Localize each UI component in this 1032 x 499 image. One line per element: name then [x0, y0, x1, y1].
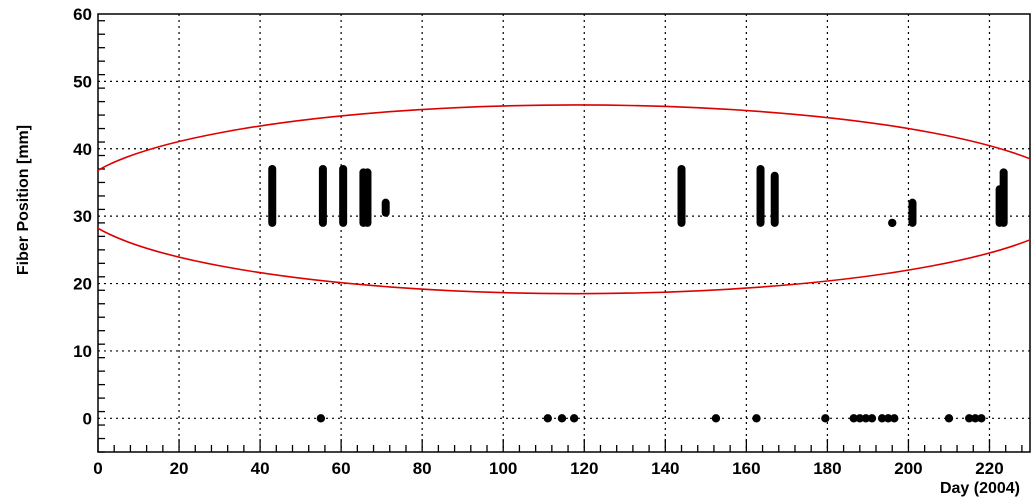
- data-point: [849, 414, 858, 423]
- data-point: [883, 414, 893, 423]
- annotation-ellipse: [98, 104, 1030, 295]
- x-tick-label: 120: [570, 459, 598, 478]
- data-point: [316, 414, 326, 423]
- plot-frame: [97, 13, 1031, 453]
- grid: [98, 14, 1030, 452]
- x-tick-label: 100: [489, 459, 517, 478]
- data-points: [268, 164, 1008, 423]
- annotation-layer: [98, 104, 1030, 295]
- y-tick-label: 50: [73, 72, 92, 91]
- x-tick-label: 40: [251, 459, 270, 478]
- y-tick-label: 0: [83, 409, 92, 428]
- data-point: [867, 414, 877, 423]
- y-tick-label: 60: [73, 5, 92, 24]
- x-tick-label: 220: [975, 459, 1003, 478]
- x-tick-label: 20: [170, 459, 189, 478]
- data-point: [944, 414, 954, 423]
- data-point: [890, 414, 899, 423]
- x-tick-label: 60: [332, 459, 351, 478]
- y-tick-label: 20: [73, 275, 92, 294]
- x-tick-label: 0: [93, 459, 102, 478]
- axes: [97, 13, 1031, 453]
- data-point: [752, 414, 761, 423]
- y-tick-label: 30: [73, 207, 92, 226]
- data-point: [877, 414, 887, 423]
- data-point: [543, 414, 552, 423]
- x-tick-label: 180: [813, 459, 841, 478]
- x-axis-title: Day (2004): [940, 480, 1020, 497]
- x-tick-label: 160: [732, 459, 760, 478]
- data-point: [965, 414, 974, 423]
- data-point: [888, 218, 897, 228]
- data-point: [569, 414, 579, 423]
- data-point: [861, 414, 871, 423]
- y-tick-label: 40: [73, 140, 92, 159]
- data-point: [711, 414, 721, 423]
- x-tick-label: 200: [894, 459, 922, 478]
- data-point: [821, 414, 830, 423]
- data-point: [971, 414, 980, 423]
- data-point: [977, 414, 986, 423]
- x-tick-label: 80: [413, 459, 432, 478]
- tick-labels: 0 20 40 60 80 100 120 140 160 180 200 220 0 10 20 30 40 5…: [73, 5, 1004, 478]
- y-axis-title: Fiber Position [mm]: [15, 125, 32, 275]
- data-point: [855, 414, 865, 423]
- y-tick-label: 10: [73, 342, 92, 361]
- data-point: [557, 414, 567, 423]
- x-tick-label: 140: [651, 459, 679, 478]
